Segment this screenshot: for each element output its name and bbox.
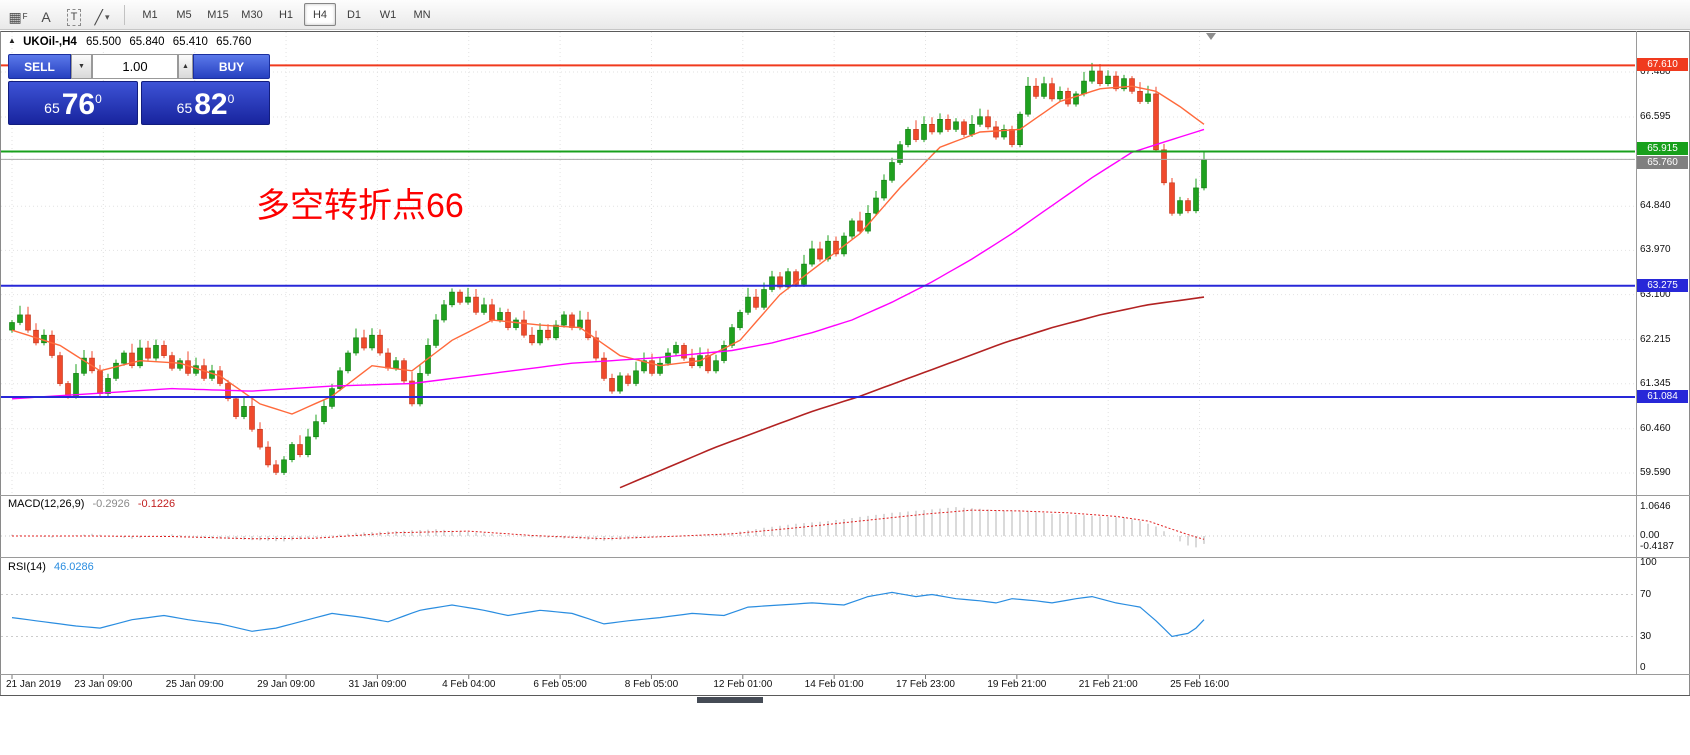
price-tag: 61.084 (1637, 390, 1688, 403)
toolbar-separator (124, 4, 125, 25)
bid-price-display: 65 76 0 (8, 81, 138, 125)
volume-input[interactable] (92, 54, 178, 79)
macd-pane (1, 507, 1635, 548)
time-axis-label: 31 Jan 09:00 (348, 679, 407, 690)
rsi-value: 46.0286 (53, 561, 94, 573)
price-axis-label: 61.345 (1640, 378, 1671, 389)
time-axis-label: 23 Jan 09:00 (74, 679, 133, 690)
macd-axis-label: 0.00 (1640, 530, 1660, 541)
timeframe-button-m5[interactable]: M5 (176, 8, 192, 21)
bid-price-sup: 0 (95, 92, 102, 106)
time-axis-label: 4 Feb 04:00 (442, 679, 496, 690)
ask-price-display: 65 82 0 (141, 81, 270, 125)
rsi-line (11, 591, 1205, 638)
ask-price-prefix: 65 (176, 100, 193, 116)
time-axis-label: 12 Feb 01:00 (713, 679, 773, 690)
price-axis-label: 63.970 (1640, 244, 1671, 255)
symbol-label: UKOil-,H4 (23, 36, 77, 48)
macd-signal-value: -0.1226 (137, 498, 176, 510)
rsi-pane (1, 591, 1635, 638)
drawing-tools-icon[interactable]: ╱ ▾ (94, 8, 110, 25)
macd-indicator-label: MACD(12,26,9) -0.2926 -0.1226 (8, 498, 175, 510)
ask-price-sup: 0 (227, 92, 235, 106)
sell-button[interactable]: SELL (8, 54, 71, 79)
time-axis-label: 17 Feb 23:00 (896, 679, 955, 690)
grid (1, 32, 1635, 679)
toolbar-tools: ▦ F A T ╱ ▾ (4, 4, 116, 26)
timeframe-button-d1[interactable]: D1 (346, 8, 362, 21)
buy-button[interactable]: BUY (193, 54, 270, 79)
ohlc-close: 65.760 (216, 36, 252, 48)
price-axis-label: 62.215 (1640, 334, 1671, 345)
trade-prices-row: 65 76 0 65 82 0 (8, 81, 270, 125)
timeframe-button-w1[interactable]: W1 (379, 8, 397, 21)
volume-dropdown-icon[interactable]: ▼ (71, 54, 92, 79)
window-frame (0, 31, 1690, 696)
ma-fast-line (11, 85, 1205, 415)
taskbar-hint (697, 697, 763, 703)
timeframe-button-mn[interactable]: MN (413, 8, 431, 21)
bid-price-prefix: 65 (44, 100, 60, 116)
ma-slow-line (619, 296, 1205, 489)
time-axis-label: 14 Feb 01:00 (804, 679, 864, 690)
rsi-indicator-label: RSI(14) 46.0286 (8, 561, 94, 573)
time-axis-label: 8 Feb 05:00 (624, 679, 679, 690)
timeframe-button-h1[interactable]: H1 (278, 8, 294, 21)
time-axis-label: 25 Jan 09:00 (165, 679, 224, 690)
price-axis-label: 59.590 (1640, 467, 1671, 478)
price-tag: 63.275 (1637, 279, 1688, 292)
time-axis-label: 19 Feb 21:00 (987, 679, 1047, 690)
ohlc-low: 65.410 (172, 36, 208, 48)
price-axis-label: 66.595 (1640, 111, 1671, 122)
rsi-axis-label: 0 (1640, 662, 1646, 673)
ohlc-open: 65.500 (86, 36, 122, 48)
chart-ohlc-header: ▲ UKOil-,H4 65.500 65.840 65.410 65.760 (8, 36, 256, 48)
price-tag: 67.610 (1637, 58, 1688, 71)
text-label-tool-icon[interactable]: T (62, 4, 86, 26)
price-axis-label: 67.480 (1640, 66, 1671, 77)
rsi-name: RSI(14) (8, 561, 46, 573)
chart-shift-marker[interactable] (1206, 33, 1216, 40)
ohlc-high: 65.840 (129, 36, 165, 48)
one-click-collapse-icon[interactable]: ▲ (8, 36, 16, 45)
rsi-axis-label: 30 (1640, 631, 1652, 642)
price-tag: 65.760 (1637, 156, 1688, 169)
timeframe-button-m1[interactable]: M1 (142, 8, 158, 21)
volume-spinner-up-icon[interactable]: ▲ (178, 54, 193, 79)
price-axis-label: 63.100 (1640, 289, 1671, 300)
price-axis-label: 64.840 (1640, 200, 1671, 211)
ma-medium-line (11, 128, 1205, 400)
timeframe-buttons: M1 M5 M15 M30 H1 H4 D1 W1 MN (133, 3, 439, 26)
time-axis-label: 6 Feb 05:00 (533, 679, 587, 690)
toolbar: ▦ F A T ╱ ▾ M1 M5 M15 M30 H1 H4 D1 W1 MN (0, 0, 1690, 30)
time-axis-label: 21 Feb 21:00 (1078, 679, 1138, 690)
time-axis-label: 25 Feb 16:00 (1170, 679, 1230, 690)
macd-axis-label: -0.4187 (1640, 541, 1674, 552)
one-click-trading-panel: SELL ▼ ▲ BUY 65 76 0 65 82 0 (8, 54, 270, 125)
moving-averages (11, 85, 1205, 489)
trade-controls-row: SELL ▼ ▲ BUY (8, 54, 270, 79)
time-axis-label: 21 Jan 2019 (6, 679, 62, 690)
grid-pattern-icon[interactable]: ▦ F (8, 8, 28, 25)
level-lines (1, 64, 1635, 398)
timeframe-button-h4[interactable]: H4 (304, 3, 336, 26)
timeframe-button-m15[interactable]: M15 (207, 8, 229, 21)
time-axis-label: 29 Jan 09:00 (257, 679, 315, 690)
macd-signal-line (12, 509, 1205, 540)
text-tool-icon[interactable]: A (41, 8, 51, 25)
macd-axis-label: 1.0646 (1640, 501, 1671, 512)
chart-annotation-text: 多空转折点66 (256, 187, 464, 225)
rsi-axis-label: 70 (1640, 589, 1652, 600)
bid-price-big: 76 (61, 88, 96, 121)
price-axis-label: 60.460 (1640, 423, 1671, 434)
ask-price-big: 82 (194, 88, 228, 121)
macd-name: MACD(12,26,9) (8, 498, 85, 510)
timeframe-button-m30[interactable]: M30 (241, 8, 263, 21)
macd-main-value: -0.2926 (92, 498, 130, 510)
rsi-axis-label: 100 (1640, 557, 1657, 568)
price-tag: 65.915 (1637, 142, 1688, 155)
